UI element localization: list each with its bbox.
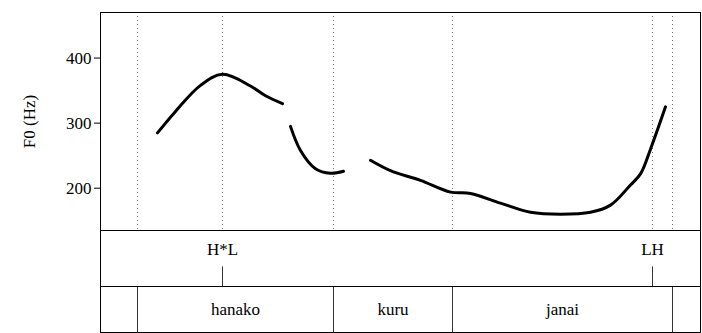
svg-text:F0 (Hz): F0 (Hz) (20, 95, 39, 148)
svg-text:H*L: H*L (207, 240, 238, 259)
svg-text:300: 300 (66, 114, 92, 133)
svg-text:hanako: hanako (211, 300, 260, 319)
svg-text:200: 200 (66, 179, 92, 198)
svg-text:janai: janai (545, 300, 579, 319)
svg-text:400: 400 (66, 48, 92, 67)
svg-text:kuru: kuru (377, 300, 409, 319)
svg-text:LH: LH (641, 240, 664, 259)
